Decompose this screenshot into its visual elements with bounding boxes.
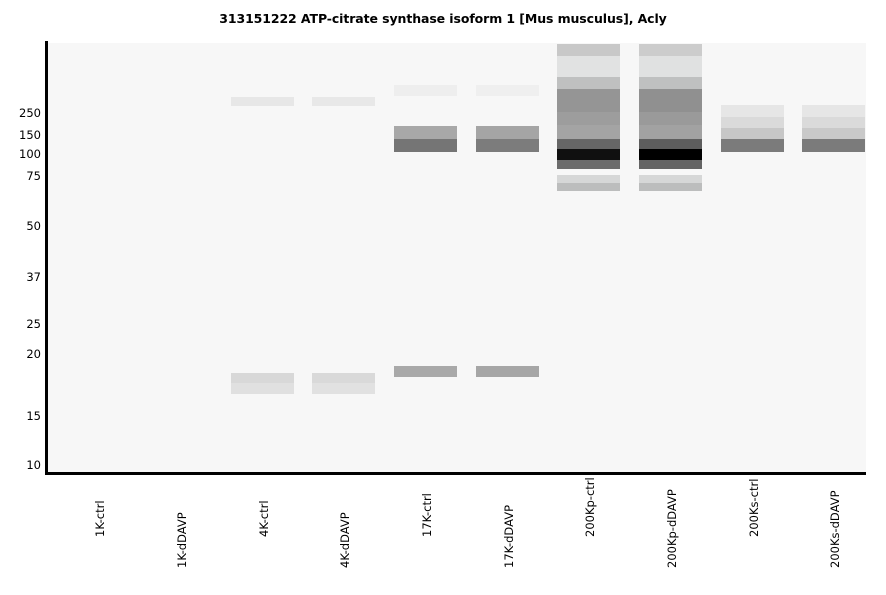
y-tick-label: 100 bbox=[19, 147, 41, 161]
gel-band bbox=[638, 56, 702, 77]
gel-band bbox=[638, 77, 702, 89]
gel-lane bbox=[230, 43, 294, 473]
gel-band bbox=[393, 85, 457, 96]
y-axis-line bbox=[45, 41, 48, 475]
gel-band bbox=[556, 44, 620, 56]
y-axis-tick-labels: 250 150 100 75 50 37 25 20 15 10 bbox=[0, 0, 45, 595]
x-tick-label-1k-ddavp: 1K-dDAVP bbox=[175, 512, 189, 568]
gel-band bbox=[638, 112, 702, 125]
y-tick-label: 15 bbox=[26, 409, 41, 423]
gel-band bbox=[556, 77, 620, 89]
gel-band bbox=[556, 112, 620, 125]
gel-band bbox=[720, 128, 784, 139]
gel-plot-area bbox=[48, 43, 866, 473]
gel-band bbox=[720, 139, 784, 152]
gel-band bbox=[638, 175, 702, 183]
y-tick-label: 250 bbox=[19, 106, 41, 120]
y-tick-label: 75 bbox=[26, 169, 41, 183]
x-tick-label-17k-ctrl: 17K-ctrl bbox=[420, 493, 434, 537]
page-title: 313151222 ATP-citrate synthase isoform 1… bbox=[219, 11, 667, 26]
gel-band bbox=[230, 373, 294, 383]
gel-band bbox=[638, 44, 702, 56]
gel-lane bbox=[638, 43, 702, 473]
gel-lane bbox=[720, 43, 784, 473]
gel-band bbox=[556, 175, 620, 183]
gel-band bbox=[801, 117, 865, 128]
y-tick-label: 37 bbox=[26, 270, 41, 284]
gel-lane bbox=[393, 43, 457, 473]
gel-lane bbox=[311, 43, 375, 473]
gel-band bbox=[556, 125, 620, 139]
gel-band bbox=[556, 149, 620, 160]
gel-lane bbox=[801, 43, 865, 473]
gel-band bbox=[801, 128, 865, 139]
gel-lane bbox=[556, 43, 620, 473]
gel-band bbox=[638, 183, 702, 191]
gel-band bbox=[475, 85, 539, 96]
x-tick-label-1k-ctrl: 1K-ctrl bbox=[93, 500, 107, 537]
gel-band bbox=[638, 139, 702, 149]
gel-band bbox=[638, 149, 702, 160]
gel-band bbox=[475, 139, 539, 152]
gel-band bbox=[801, 105, 865, 117]
gel-band bbox=[230, 97, 294, 106]
x-tick-label-17k-ddavp: 17K-dDAVP bbox=[502, 504, 516, 568]
x-tick-label-4k-ctrl: 4K-ctrl bbox=[257, 500, 271, 537]
gel-band bbox=[638, 89, 702, 112]
gel-band bbox=[720, 117, 784, 128]
y-tick-label: 50 bbox=[26, 219, 41, 233]
gel-band bbox=[475, 126, 539, 139]
gel-band bbox=[801, 139, 865, 152]
gel-band bbox=[720, 105, 784, 117]
gel-band bbox=[556, 56, 620, 77]
gel-band bbox=[311, 383, 375, 394]
gel-band bbox=[393, 139, 457, 152]
y-tick-label: 20 bbox=[26, 347, 41, 361]
y-tick-label: 25 bbox=[26, 317, 41, 331]
gel-band bbox=[393, 126, 457, 139]
gel-band bbox=[311, 97, 375, 106]
x-axis-line bbox=[45, 472, 866, 475]
gel-band bbox=[556, 183, 620, 191]
x-tick-label-4k-ddavp: 4K-dDAVP bbox=[338, 512, 352, 568]
gel-band bbox=[230, 383, 294, 394]
gel-band bbox=[393, 366, 457, 377]
gel-band bbox=[556, 89, 620, 112]
gel-band bbox=[638, 125, 702, 139]
gel-band bbox=[556, 139, 620, 149]
x-tick-label-200ks-ddavp: 200Ks-dDAVP bbox=[828, 490, 842, 568]
y-tick-label: 10 bbox=[26, 458, 41, 472]
x-tick-label-200kp-ddavp: 200Kp-dDAVP bbox=[665, 489, 679, 568]
gel-band bbox=[311, 373, 375, 383]
gel-band bbox=[556, 160, 620, 169]
x-tick-label-200kp-ctrl: 200Kp-ctrl bbox=[583, 477, 597, 537]
gel-band bbox=[638, 160, 702, 169]
x-tick-label-200ks-ctrl: 200Ks-ctrl bbox=[747, 478, 761, 537]
gel-lane bbox=[475, 43, 539, 473]
gel-band bbox=[475, 366, 539, 377]
y-tick-label: 150 bbox=[19, 128, 41, 142]
